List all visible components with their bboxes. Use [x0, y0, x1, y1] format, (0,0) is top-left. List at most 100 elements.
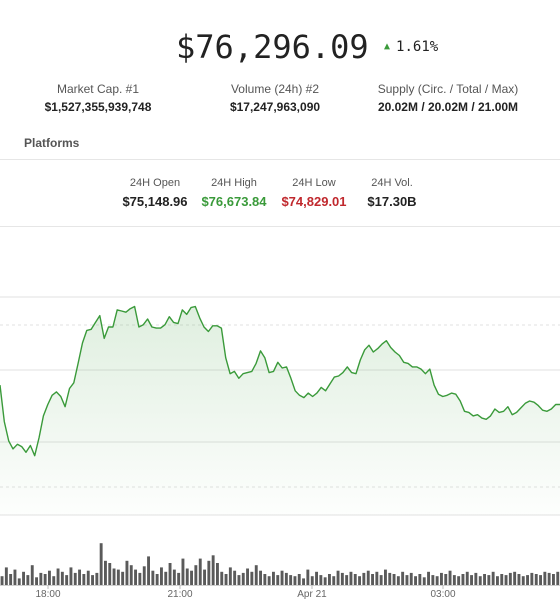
volume-bar	[384, 569, 387, 585]
volume-bar	[168, 563, 172, 585]
vol-cell: 24H Vol. $17.30B	[352, 176, 432, 211]
volume-bar	[194, 565, 198, 585]
volume-bar	[237, 575, 241, 585]
volume-value: $17,247,963,090	[229, 100, 321, 114]
volume-bar	[375, 571, 379, 585]
volume-bar	[138, 572, 142, 585]
volume-bar	[39, 572, 43, 585]
volume-bar	[340, 572, 344, 585]
price-change-value: 1.61%	[396, 39, 439, 55]
volume-bar	[13, 569, 17, 585]
high-cell: 24H High $76,673.84	[192, 176, 276, 211]
volume-bar	[254, 565, 258, 585]
volume-bar	[483, 574, 486, 585]
volume-bar	[440, 572, 443, 585]
volume-bar	[203, 569, 206, 585]
volume-bar	[91, 575, 94, 585]
platforms-label[interactable]: Platforms	[24, 136, 80, 150]
volume-bar	[396, 576, 400, 585]
volume-bar	[241, 572, 245, 585]
volume-bar	[405, 575, 409, 585]
volume-bar	[43, 574, 47, 585]
market-cap-value: $1,527,355,939,748	[44, 100, 152, 114]
volume-bar	[349, 571, 353, 585]
vol-label: 24H Vol.	[371, 177, 413, 189]
price-area-fill	[0, 306, 560, 515]
volume-stat: Volume (24h) #2 $17,247,963,090	[205, 82, 345, 116]
volume-bar	[151, 570, 155, 585]
triangle-up-icon: ▲	[384, 41, 391, 52]
volume-bar	[517, 574, 521, 585]
x-tick-label: 21:00	[167, 589, 192, 600]
volume-bar	[418, 574, 422, 585]
volume-bar	[465, 571, 469, 585]
volume-bar	[491, 571, 495, 585]
open-label: 24H Open	[129, 177, 181, 189]
volume-bar	[353, 574, 357, 585]
market-cap-label: Market Cap. #1	[56, 82, 140, 96]
volume-bar	[276, 575, 280, 585]
volume-bar	[56, 568, 60, 585]
volume-bar	[26, 575, 30, 585]
volume-bar	[4, 567, 8, 585]
volume-bar	[185, 568, 189, 585]
volume-bar	[65, 575, 69, 585]
volume-label: Volume (24h) #2	[230, 82, 320, 96]
volume-bar	[323, 577, 327, 585]
volume-bar	[306, 569, 310, 585]
volume-bar	[448, 570, 452, 585]
volume-bar	[293, 576, 297, 585]
volume-bar	[358, 576, 361, 585]
volume-bar	[73, 572, 77, 585]
stats-row: Market Cap. #1 $1,527,355,939,748 Volume…	[0, 82, 560, 122]
volume-bar	[457, 576, 461, 585]
volume-bar	[147, 556, 150, 585]
volume-bar	[82, 574, 86, 585]
volume-bar	[401, 571, 405, 585]
volume-bar	[414, 576, 417, 585]
volume-bar	[164, 571, 168, 585]
volume-bar	[272, 571, 275, 585]
low-label: 24H Low	[292, 177, 336, 189]
volume-bar	[530, 572, 534, 585]
volume-bar	[379, 575, 383, 585]
volume-bar	[371, 574, 374, 585]
volume-bar	[22, 571, 25, 585]
volume-bar	[392, 574, 396, 585]
volume-bar	[280, 570, 284, 585]
price-chart[interactable]: 18:00 21:00 Apr 21 03:00	[0, 230, 560, 600]
volume-bar	[500, 574, 504, 585]
volume-bar	[112, 568, 116, 585]
x-tick-label: 03:00	[430, 589, 455, 600]
volume-bar	[224, 574, 228, 585]
volume-bar	[310, 576, 314, 585]
supply-value: 20.02M / 20.02M / 21.00M	[377, 100, 519, 114]
volume-bar	[233, 570, 237, 585]
volume-bar	[336, 570, 340, 585]
volume-bar	[431, 575, 435, 585]
open-cell: 24H Open $75,148.96	[115, 176, 195, 211]
volume-bar	[172, 569, 176, 585]
volume-bar	[315, 571, 318, 585]
volume-bar	[474, 572, 478, 585]
high-value: $76,673.84	[201, 194, 267, 209]
volume-bar	[125, 560, 129, 585]
volume-bar	[470, 575, 473, 585]
volume-bar	[496, 576, 499, 585]
volume-bar	[246, 568, 249, 585]
volume-bar	[104, 560, 107, 585]
volume-bar	[487, 575, 491, 585]
volume-bar	[134, 569, 137, 585]
volume-bar	[259, 570, 262, 585]
volume-bar	[108, 563, 112, 585]
price-line	[0, 305, 560, 457]
volume-bar	[263, 574, 267, 585]
volume-bar	[142, 566, 146, 585]
volume-bar	[539, 575, 542, 585]
volume-bar	[302, 578, 305, 585]
supply-label: Supply (Circ. / Total / Max)	[377, 82, 519, 96]
volume-bar	[228, 567, 232, 585]
low-value: $74,829.01	[281, 194, 347, 209]
volume-bar	[534, 574, 538, 585]
volume-bar	[129, 565, 133, 585]
